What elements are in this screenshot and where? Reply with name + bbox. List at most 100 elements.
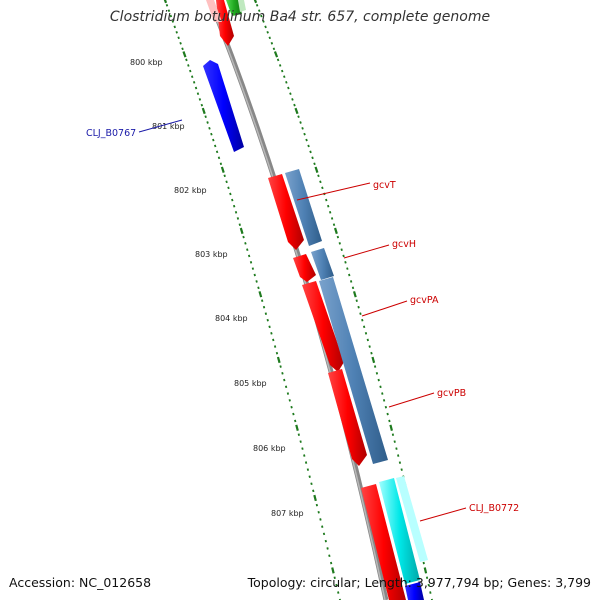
leader-gcvH	[343, 244, 390, 259]
inner-ring-minor-tick	[382, 399, 386, 402]
outer-ring-minor-tick	[190, 75, 194, 79]
outer-ring-minor-tick	[167, 9, 171, 13]
tick-label-800: 800 kbp	[130, 58, 163, 67]
outer-ring-minor-tick	[232, 204, 236, 208]
tick-label-802: 802 kbp	[174, 186, 207, 195]
inner-ring-minor-tick	[307, 144, 310, 148]
outer-ring-minor-tick	[219, 162, 223, 166]
outer-ring-minor-tick	[208, 127, 211, 130]
outer-ring-major-tick	[258, 291, 263, 298]
outer-ring-minor-tick	[227, 186, 230, 190]
feature-top-green-ghost	[238, 0, 246, 12]
outer-ring-major-tick	[239, 227, 244, 235]
gene-gcvPA-arrow[interactable]	[302, 281, 344, 372]
outer-ring-major-tick	[331, 567, 335, 574]
outer-ring-minor-tick	[330, 561, 333, 565]
outer-ring-minor-tick	[304, 461, 308, 464]
leader-gcvPB	[388, 392, 435, 408]
feature-top-red-ghost	[206, 0, 222, 22]
outer-ring-minor-tick	[272, 338, 275, 342]
outer-ring-minor-tick	[290, 405, 293, 409]
outer-ring-minor-tick	[175, 30, 178, 34]
gene-gcvPA-gcvPB-cog	[319, 277, 388, 464]
outer-ring-minor-tick	[192, 80, 196, 84]
outer-ring-minor-tick	[242, 235, 245, 239]
outer-ring-minor-tick	[200, 103, 204, 107]
outer-ring-minor-tick	[217, 156, 221, 160]
inner-ring-major-tick	[334, 227, 338, 235]
inner-ring-minor-tick	[268, 36, 272, 40]
inner-ring-major-tick	[389, 424, 393, 431]
outer-ring-minor-tick	[251, 267, 255, 270]
outer-ring-minor-tick	[284, 385, 288, 389]
inner-ring-major-tick	[314, 166, 319, 173]
outer-ring-minor-tick	[234, 210, 238, 214]
inner-ring-minor-tick	[299, 121, 302, 124]
inner-ring-minor-tick	[373, 365, 377, 368]
outer-ring-major-tick	[220, 166, 225, 173]
outer-ring-minor-tick	[312, 489, 315, 493]
outer-ring-minor-tick	[229, 192, 232, 196]
gene-label-gcvPB[interactable]: gcvPB	[437, 388, 466, 399]
outer-ring-minor-tick	[179, 41, 182, 45]
inner-ring-minor-tick	[270, 41, 274, 45]
gene-label-CLJ_B0767[interactable]: CLJ_B0767	[86, 128, 136, 139]
inner-ring-minor-tick	[266, 30, 269, 34]
inner-ring-minor-tick	[359, 312, 362, 316]
outer-ring-major-tick	[313, 494, 317, 502]
outer-ring-minor-tick	[338, 598, 341, 600]
inner-ring-minor-tick	[327, 204, 330, 208]
outer-ring-minor-tick	[181, 47, 184, 51]
inner-ring-minor-tick	[311, 156, 314, 160]
inner-ring-minor-tick	[305, 138, 308, 142]
gene-gcvT-cog	[285, 169, 322, 246]
inner-ring-minor-tick	[319, 180, 322, 184]
outer-ring-minor-tick	[328, 554, 331, 558]
gene-gcvPB-arrow[interactable]	[328, 369, 367, 466]
gene-gcvH-arrow[interactable]	[293, 254, 316, 282]
inner-ring-minor-tick	[344, 260, 347, 264]
inner-ring-minor-tick	[264, 25, 267, 29]
inner-ring-minor-tick	[258, 9, 261, 13]
outer-ring-minor-tick	[187, 64, 190, 67]
inner-ring-minor-tick	[303, 132, 306, 136]
outer-ring-minor-tick	[206, 121, 209, 124]
outer-ring-minor-tick	[335, 583, 338, 587]
gene-label-gcvPA[interactable]: gcvPA	[410, 295, 439, 306]
tick-label-804: 804 kbp	[215, 314, 248, 323]
outer-ring-minor-tick	[281, 371, 284, 375]
inner-ring-minor-tick	[301, 126, 304, 130]
gene-label-gcvT[interactable]: gcvT	[373, 180, 396, 191]
inner-ring-minor-tick	[368, 345, 371, 348]
gene-gcvT-arrow[interactable]	[268, 174, 304, 250]
outer-ring-minor-tick	[292, 412, 295, 416]
outer-ring-minor-tick	[297, 433, 300, 436]
outer-ring-minor-tick	[214, 144, 217, 148]
outer-ring-minor-tick	[171, 20, 175, 23]
accession-text: Accession: NC_012658	[9, 575, 152, 590]
outer-ring-minor-tick	[294, 419, 297, 423]
gene-CLJ_B0772-arrow[interactable]	[361, 484, 406, 600]
outer-ring-minor-tick	[308, 475, 311, 478]
tick-label-805: 805 kbp	[234, 379, 267, 388]
outer-ring-minor-tick	[185, 58, 188, 62]
outer-ring-major-tick	[163, 0, 168, 4]
inner-ring-minor-tick	[328, 210, 332, 214]
gene-label-gcvH[interactable]: gcvH	[392, 239, 416, 250]
outer-ring-minor-tick	[264, 312, 268, 316]
outer-ring-minor-tick	[321, 525, 324, 528]
inner-ring-minor-tick	[384, 405, 388, 409]
inner-ring-minor-tick	[287, 86, 290, 90]
inner-ring-minor-tick	[357, 305, 360, 309]
inner-ring-major-tick	[371, 356, 376, 364]
gene-label-CLJ_B0772[interactable]: CLJ_B0772	[469, 503, 519, 514]
outer-ring-minor-tick	[210, 132, 213, 136]
outer-ring-minor-tick	[310, 482, 313, 486]
inner-ring-minor-tick	[293, 103, 296, 107]
outer-ring-minor-tick	[303, 454, 306, 457]
inner-ring-minor-tick	[386, 412, 389, 416]
outer-ring-minor-tick	[169, 14, 173, 18]
gene-CLJ_B0767-arrow[interactable]	[203, 60, 244, 152]
outer-ring-minor-tick	[215, 150, 219, 154]
inner-ring-minor-tick	[309, 150, 312, 154]
